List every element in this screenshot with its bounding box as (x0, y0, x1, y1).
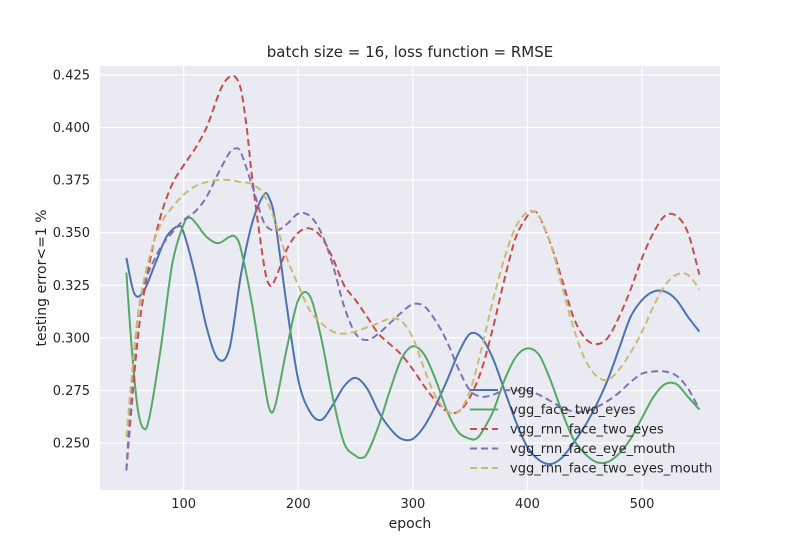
y-tick-labels: 0.250 0.275 0.300 0.325 0.350 0.375 0.400 0.425 (53, 68, 90, 451)
y-tick-label: 0.325 (53, 279, 90, 294)
series-lines (125, 74, 701, 471)
legend: vgg vgg_face_two_eyes vgg_rnn_face_two_eye… (470, 384, 712, 477)
y-tick-label: 0.275 (53, 384, 90, 399)
y-tick-label: 0.250 (53, 437, 90, 452)
series-line-vgg-rnn-face-two-eyes-mouth (125, 178, 701, 437)
y-tick-label: 0.400 (53, 121, 90, 136)
grid-lines (100, 66, 720, 490)
legend-label: vgg_rnn_face_two_eyes_mouth (510, 462, 712, 477)
x-axis-label: epoch (389, 516, 432, 532)
x-tick-label: 200 (286, 497, 311, 512)
x-tick-label: 300 (400, 497, 425, 512)
legend-label: vgg (510, 384, 534, 399)
plot-area (100, 66, 720, 490)
chart-title: batch size = 16, loss function = RMSE (267, 43, 553, 61)
x-tick-labels: 100 200 300 400 500 (171, 497, 654, 512)
legend-label: vgg_face_two_eyes (510, 403, 636, 418)
y-axis-label: testing error<=1 % (34, 210, 50, 347)
y-tick-label: 0.300 (53, 331, 90, 346)
series-line-vgg-face-two-eyes (125, 216, 701, 465)
y-tick-label: 0.375 (53, 174, 90, 189)
legend-label: vgg_rnn_face_two_eyes (510, 423, 664, 438)
series-line-vgg-rnn-face-eye-mouth (125, 147, 701, 471)
series-line-vgg (125, 192, 701, 466)
y-tick-label: 0.350 (53, 226, 90, 241)
series-line-vgg-rnn-face-two-eyes (125, 74, 701, 471)
x-tick-label: 100 (171, 497, 196, 512)
x-tick-label: 400 (515, 497, 540, 512)
x-tick-label: 500 (630, 497, 655, 512)
y-tick-label: 0.425 (53, 68, 90, 83)
legend-label: vgg_rnn_face_eye_mouth (510, 442, 675, 457)
